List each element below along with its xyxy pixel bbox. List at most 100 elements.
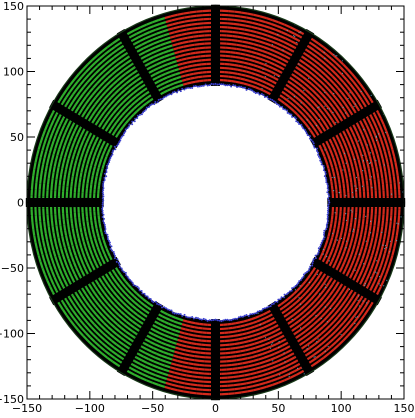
ring-segment [91, 240, 92, 244]
ring-segment [248, 43, 253, 44]
ring-segment [344, 217, 345, 222]
inner-edge-point [141, 292, 143, 294]
ring-segment [176, 348, 181, 349]
scatter-point [365, 216, 366, 217]
ring-segment [188, 37, 194, 38]
ring-segment [173, 381, 179, 382]
ring-segment [347, 178, 348, 183]
ring-segment [179, 319, 183, 320]
ring-segment [176, 369, 182, 370]
inner-edge-point [112, 149, 114, 151]
inner-edge-point [102, 220, 104, 222]
ring-segment [99, 220, 100, 224]
ring-segment [251, 377, 257, 378]
ring-segment [340, 165, 341, 170]
ring-segment [183, 67, 188, 68]
y-tick-label: 0 [17, 197, 24, 210]
inner-edge-point [326, 226, 328, 228]
inner-edge-point [287, 292, 289, 294]
ring-segment [331, 163, 332, 167]
ring-segment [374, 155, 375, 161]
ring-segment [246, 353, 251, 354]
ring-segment [87, 241, 88, 246]
ring-segment [231, 48, 236, 49]
inner-edge-point [319, 157, 321, 159]
ring-segment [364, 152, 366, 157]
ring-segment [33, 169, 34, 176]
ring-segment [249, 365, 254, 366]
inner-edge-point [327, 218, 329, 220]
ring-segment [399, 216, 400, 223]
ring-segment [363, 219, 364, 224]
ring-segment [168, 354, 173, 356]
ring-segment [80, 173, 81, 178]
ring-segment [228, 11, 234, 12]
scatter-point [349, 289, 350, 290]
scatter-point [396, 223, 397, 224]
ring-segment [177, 344, 182, 345]
ring-segment [198, 377, 204, 378]
ring-segment [36, 183, 37, 190]
ring-segment [194, 360, 199, 361]
ring-segment [371, 180, 372, 186]
scatter-point [274, 75, 275, 76]
scatter-point [327, 321, 328, 322]
inner-edge-point [106, 165, 108, 167]
ring-segment [330, 159, 331, 163]
ring-segment [351, 222, 352, 227]
ring-segment [378, 179, 379, 185]
ring-segment [99, 181, 100, 185]
ring-segment [65, 152, 67, 157]
inner-edge-point [110, 248, 112, 250]
inner-edge-point [251, 313, 253, 315]
inner-edge-point [321, 163, 323, 165]
inner-edge-point [207, 85, 209, 87]
inner-edge-point [306, 132, 308, 134]
ring-segment [337, 171, 338, 175]
ring-segment [42, 234, 43, 240]
ring-segment [371, 162, 372, 168]
ring-segment [48, 215, 49, 221]
ring-segment [102, 165, 103, 169]
ring-segment [385, 171, 386, 177]
ring-segment [198, 27, 204, 28]
scatter-point [328, 346, 329, 347]
inner-edge-point [228, 84, 230, 86]
ring-segment [93, 230, 94, 234]
ring-segment [335, 249, 337, 253]
ring-segment [364, 248, 366, 253]
scatter-point [352, 192, 353, 193]
ring-segment [325, 244, 326, 248]
ring-segment [388, 164, 389, 170]
ring-segment [390, 157, 391, 163]
ring-segment [333, 243, 334, 247]
ring-segment [184, 358, 189, 359]
inner-edge-point [291, 290, 293, 292]
ring-segment [252, 356, 257, 357]
inner-edge-point [121, 267, 123, 269]
ring-segment [179, 47, 184, 48]
inner-edge-point [248, 88, 250, 90]
ring-segment [78, 151, 80, 156]
ring-segment [46, 234, 47, 240]
ring-segment [196, 393, 202, 394]
ring-segment [172, 44, 177, 45]
ring-segment [379, 185, 380, 191]
ring-segment [239, 375, 245, 376]
ring-segment [190, 351, 195, 352]
ring-segment [241, 350, 246, 351]
inner-edge-point [157, 101, 159, 103]
ring-segment [184, 17, 190, 18]
ring-segment [39, 157, 40, 163]
ring-segment [233, 335, 237, 336]
ring-segment [260, 76, 264, 78]
ring-segment [233, 372, 239, 373]
inner-edge-point [132, 282, 134, 284]
scatter-point [345, 213, 346, 214]
ring-segment [170, 36, 176, 38]
ring-segment [168, 28, 174, 30]
inner-edge-point [102, 189, 104, 191]
inner-edge-point [295, 120, 297, 122]
ring-segment [173, 23, 179, 24]
ring-segment [331, 237, 332, 241]
